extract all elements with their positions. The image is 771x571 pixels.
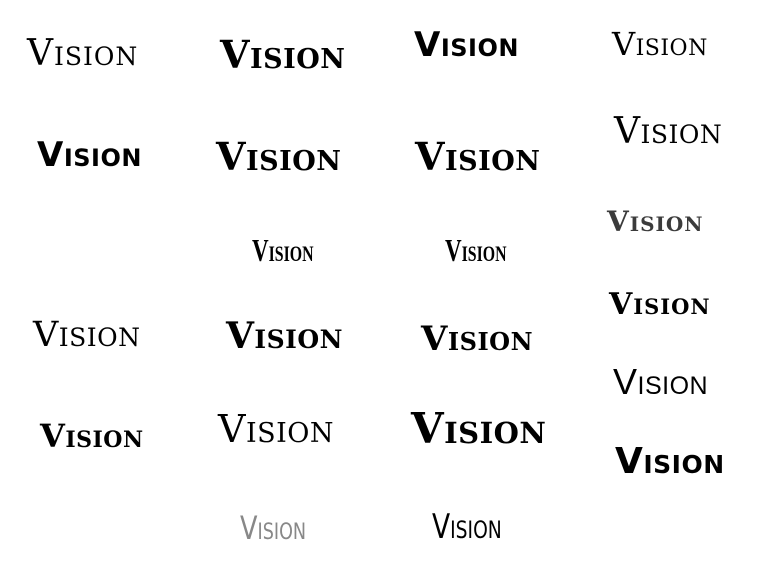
specimen-16: Vision bbox=[613, 361, 709, 402]
specimen-2: Vision bbox=[220, 32, 346, 77]
specimen-5: Vision bbox=[37, 135, 142, 175]
specimen-15: Vision bbox=[421, 319, 534, 359]
specimen-4: Vision bbox=[612, 25, 708, 63]
specimen-18: Vision bbox=[218, 407, 335, 451]
specimen-14: Vision bbox=[226, 315, 344, 357]
specimen-17: Vision bbox=[40, 417, 144, 455]
specimen-8: Vision bbox=[614, 111, 723, 152]
specimen-11: Vision bbox=[607, 205, 704, 238]
specimen-1: Vision bbox=[27, 33, 139, 74]
specimen-20: Vision bbox=[615, 441, 725, 482]
specimen-12: Vision bbox=[609, 287, 711, 322]
specimen-3: Vision bbox=[414, 25, 519, 65]
specimen-10: Vision bbox=[445, 232, 507, 268]
specimen-9: Vision bbox=[252, 232, 314, 268]
specimen-13: Vision bbox=[33, 315, 141, 355]
specimen-19: Vision bbox=[411, 404, 547, 453]
specimen-22: Vision bbox=[432, 507, 502, 547]
specimen-7: Vision bbox=[415, 134, 541, 179]
specimen-6: Vision bbox=[216, 134, 342, 179]
specimen-21: Vision bbox=[240, 509, 307, 547]
